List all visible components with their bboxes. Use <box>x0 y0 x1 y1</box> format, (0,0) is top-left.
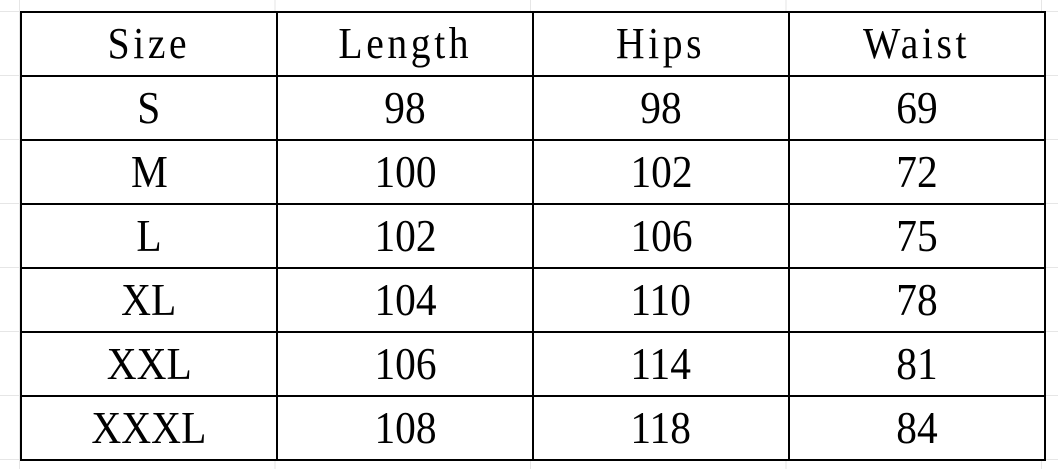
cell-text: M <box>130 146 168 197</box>
header-cell: Waist <box>788 11 1046 77</box>
header-cell: Hips <box>532 11 790 77</box>
cell-text: 98 <box>640 82 682 133</box>
table-cell: XXXL <box>20 395 278 461</box>
table-cell: 69 <box>788 75 1046 141</box>
table-row: XXL 106 114 81 <box>20 331 1046 397</box>
table-cell: 98 <box>532 75 790 141</box>
table-cell: 118 <box>532 395 790 461</box>
table-cell: 102 <box>276 203 534 269</box>
cell-text: 84 <box>896 402 938 453</box>
cell-text: 69 <box>896 82 938 133</box>
cell-text: 102 <box>373 210 437 261</box>
cell-text: 110 <box>630 274 692 325</box>
table-row: XXXL 108 118 84 <box>20 395 1046 461</box>
table-cell: 104 <box>276 267 534 333</box>
cell-text: Hips <box>616 19 706 68</box>
table-cell: XL <box>20 267 278 333</box>
cell-text: 102 <box>629 146 693 197</box>
table-cell: XXL <box>20 331 278 397</box>
cell-text: 114 <box>630 338 692 389</box>
cell-text: S <box>137 82 161 133</box>
cell-text: 106 <box>373 338 437 389</box>
table-cell: 98 <box>276 75 534 141</box>
table-cell: 75 <box>788 203 1046 269</box>
cell-text: 78 <box>896 274 938 325</box>
cell-text: XL <box>121 274 177 325</box>
cell-text: 108 <box>373 402 437 453</box>
table-cell: 84 <box>788 395 1046 461</box>
cell-text: XXL <box>106 338 192 389</box>
table-cell: L <box>20 203 278 269</box>
header-row: Size Length Hips Waist <box>20 11 1046 77</box>
table-cell: 100 <box>276 139 534 205</box>
size-chart-table: Size Length Hips Waist S 98 98 69 M 100 102 72 L 102 1… <box>20 11 1046 461</box>
cell-text: 106 <box>629 210 693 261</box>
table-cell: 102 <box>532 139 790 205</box>
table-cell: 108 <box>276 395 534 461</box>
cell-text: 104 <box>373 274 437 325</box>
table-cell: 81 <box>788 331 1046 397</box>
table-cell: 106 <box>532 203 790 269</box>
table-row: M 100 102 72 <box>20 139 1046 205</box>
table-cell: 110 <box>532 267 790 333</box>
cell-text: L <box>136 210 162 261</box>
table-cell: 106 <box>276 331 534 397</box>
table-row: L 102 106 75 <box>20 203 1046 269</box>
table-row: XL 104 110 78 <box>20 267 1046 333</box>
cell-text: 72 <box>896 146 938 197</box>
cell-text: XXXL <box>91 402 207 453</box>
table-cell: 72 <box>788 139 1046 205</box>
cell-text: Length <box>338 19 472 68</box>
cell-text: 100 <box>373 146 437 197</box>
table-cell: S <box>20 75 278 141</box>
cell-text: Size <box>107 19 191 68</box>
cell-text: Waist <box>863 19 971 68</box>
header-cell: Size <box>20 11 278 77</box>
cell-text: 98 <box>384 82 426 133</box>
cell-text: 75 <box>896 210 938 261</box>
table-row: S 98 98 69 <box>20 75 1046 141</box>
table-cell: M <box>20 139 278 205</box>
header-cell: Length <box>276 11 534 77</box>
cell-text: 81 <box>896 338 938 389</box>
table-cell: 114 <box>532 331 790 397</box>
cell-text: 118 <box>630 402 692 453</box>
table-cell: 78 <box>788 267 1046 333</box>
